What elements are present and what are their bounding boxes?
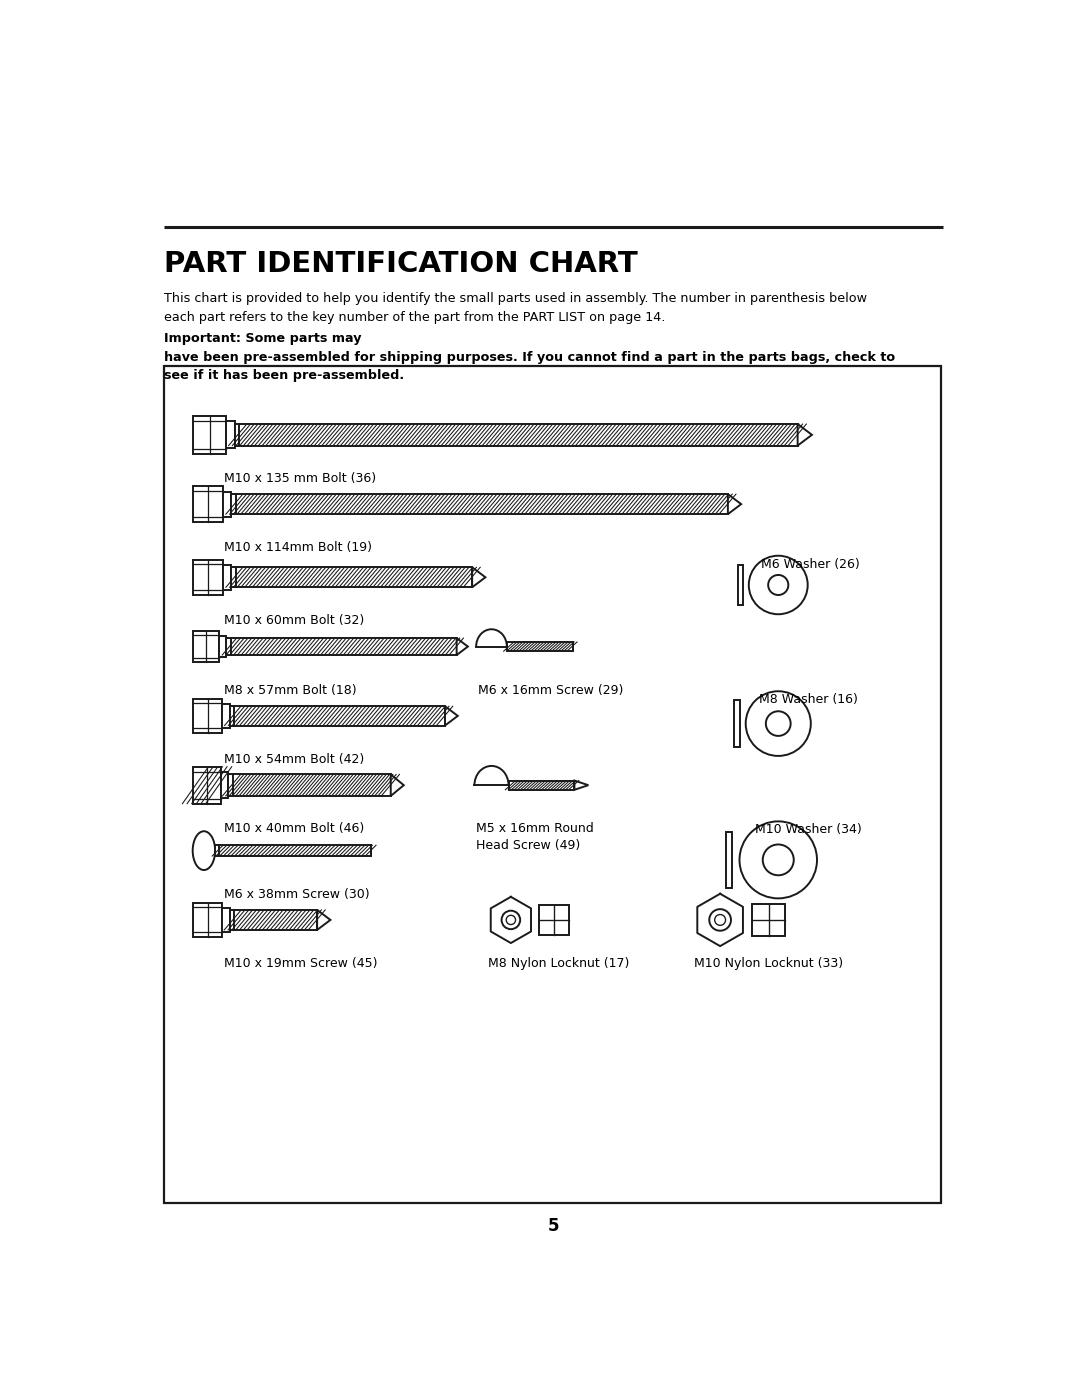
Text: PART IDENTIFICATION CHART: PART IDENTIFICATION CHART [164,250,638,278]
Bar [193,698,222,733]
Bar [507,643,572,651]
Bar [221,773,229,799]
Bar [215,845,372,856]
Bar [193,415,226,454]
Circle shape [762,844,794,876]
Text: M10 x 54mm Bolt (42): M10 x 54mm Bolt (42) [225,753,364,766]
Polygon shape [490,897,531,943]
Text: This chart is provided to help you identify the small parts used in assembly. Th: This chart is provided to help you ident… [164,292,867,324]
Polygon shape [698,894,743,946]
Bar [230,909,318,930]
Circle shape [748,556,808,615]
Polygon shape [798,425,812,446]
Text: M10 Nylon Locknut (33): M10 Nylon Locknut (33) [693,957,842,970]
Text: M10 x 135 mm Bolt (36): M10 x 135 mm Bolt (36) [225,472,376,485]
Bar [230,707,445,725]
Text: M6 x 38mm Screw (30): M6 x 38mm Screw (30) [225,887,369,901]
Polygon shape [728,495,741,514]
Text: M8 x 57mm Bolt (18): M8 x 57mm Bolt (18) [225,683,356,697]
Bar [193,560,224,595]
Circle shape [766,711,791,736]
Bar [219,636,227,658]
Bar [193,631,219,662]
Bar [234,425,798,446]
Text: M10 Washer (34): M10 Washer (34) [755,823,862,837]
Bar [224,564,231,590]
Text: Important: Some parts may
have been pre-assembled for shipping purposes. If you : Important: Some parts may have been pre-… [164,332,895,383]
Bar [753,904,785,936]
Circle shape [715,915,726,925]
Bar [227,638,457,655]
Bar [222,704,230,728]
Polygon shape [457,638,468,655]
Circle shape [745,692,811,756]
Bar [224,492,231,517]
Text: M10 x 19mm Screw (45): M10 x 19mm Screw (45) [225,957,378,970]
Circle shape [710,909,731,930]
Polygon shape [472,567,485,587]
Bar [226,422,234,448]
Text: 5: 5 [548,1217,559,1235]
Circle shape [740,821,816,898]
Text: M10 x 60mm Bolt (32): M10 x 60mm Bolt (32) [225,615,364,627]
Text: M10 x 40mm Bolt (46): M10 x 40mm Bolt (46) [225,823,364,835]
Bar [222,908,230,932]
Text: M8 Washer (16): M8 Washer (16) [759,693,858,705]
Bar [231,567,472,587]
Polygon shape [445,707,458,725]
Bar [193,902,222,937]
Text: M5 x 16mm Round
Head Screw (49): M5 x 16mm Round Head Screw (49) [476,823,594,852]
Circle shape [507,915,515,925]
Bar [193,767,221,803]
Text: M8 Nylon Locknut (17): M8 Nylon Locknut (17) [488,957,629,970]
Circle shape [768,576,788,595]
Bar [739,564,743,605]
Ellipse shape [192,831,215,870]
Bar [734,700,740,746]
Bar [509,781,575,789]
Text: M10 x 114mm Bolt (19): M10 x 114mm Bolt (19) [225,541,373,555]
Bar [231,495,728,514]
Bar [229,774,391,796]
Circle shape [501,911,521,929]
Bar [193,486,224,522]
Text: M6 x 16mm Screw (29): M6 x 16mm Screw (29) [477,683,623,697]
Polygon shape [575,781,589,789]
Polygon shape [318,909,330,930]
Text: M6 Washer (26): M6 Washer (26) [760,557,860,570]
Bar [164,366,941,1203]
Polygon shape [391,774,404,796]
Bar [726,833,732,887]
Bar [539,905,569,935]
